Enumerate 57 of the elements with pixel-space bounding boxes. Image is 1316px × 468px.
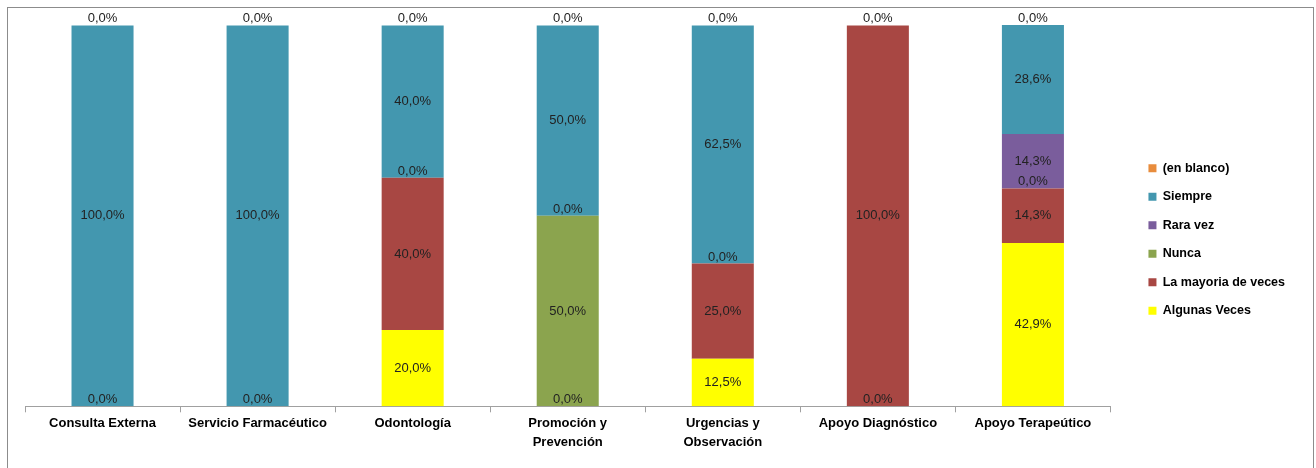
annotation: 0,0% [242, 391, 273, 407]
x-tick-label: Promoción y Prevención [528, 415, 608, 450]
data-label: 0,0% [242, 10, 273, 26]
bar [381, 330, 444, 407]
annotation: 0,0% [1018, 173, 1049, 189]
data-label: 62,5% [704, 136, 742, 151]
legend-label: Nunca [1162, 246, 1202, 261]
data-label: 0,0% [552, 10, 583, 26]
data-label: 14,3% [1014, 152, 1052, 168]
data-label: 0,0% [707, 10, 739, 26]
data-label: 50,0% [549, 302, 587, 318]
bar [846, 25, 909, 407]
data-label: 100,0% [235, 207, 281, 223]
data-label: 20,0% [394, 359, 432, 375]
legend-label: La mayoria de veces [1162, 274, 1286, 289]
x-tick-label: Apoyo Terapeútico [974, 415, 1092, 431]
annotation: 0,0% [87, 391, 118, 407]
data-label: 100,0% [80, 207, 126, 223]
x-tick-label: Apoyo Diagnóstico [818, 415, 938, 431]
annotation: 0,0% [863, 391, 894, 407]
x-tick-label: Urgencias y Observación [683, 415, 763, 450]
bar [536, 215, 599, 407]
bar [1001, 25, 1064, 134]
legend-label: Siempre [1162, 189, 1213, 204]
bar [381, 177, 444, 331]
data-label: 50,0% [549, 112, 587, 128]
data-label: 0,0% [863, 10, 894, 26]
annotation: 0,0% [707, 248, 739, 264]
data-label: 100,0% [855, 207, 901, 223]
x-tick-label: Odontología [374, 415, 452, 431]
data-label: 40,0% [394, 93, 432, 109]
bar [691, 263, 754, 359]
data-label: 14,3% [1014, 207, 1052, 223]
bar [1001, 242, 1064, 407]
annotation: 0,0% [552, 200, 583, 216]
annotation: 0,0% [397, 162, 428, 178]
legend-label: Algunas Veces [1162, 303, 1251, 318]
x-tick-label: Servicio Farmacéutico [188, 415, 328, 431]
bar [381, 25, 444, 178]
data-label: 25,0% [704, 302, 742, 318]
data-label: 40,0% [394, 245, 432, 261]
bar [71, 25, 134, 407]
data-label: 0,0% [1018, 10, 1049, 26]
data-label: 0,0% [397, 10, 428, 26]
data-label: 0,0% [87, 10, 118, 26]
legend-label: (en blanco) [1162, 160, 1230, 175]
bar [1001, 188, 1064, 243]
annotation: 0,0% [552, 391, 583, 407]
bar [691, 358, 754, 407]
data-label: 42,9% [1014, 316, 1052, 332]
bar [226, 25, 289, 407]
legend-label: Rara vez [1162, 217, 1215, 232]
data-label: 28,6% [1014, 71, 1052, 87]
x-tick-label: Consulta Externa [49, 415, 157, 431]
data-label: 12,5% [704, 374, 742, 390]
bar [536, 25, 599, 216]
bar [691, 25, 754, 264]
